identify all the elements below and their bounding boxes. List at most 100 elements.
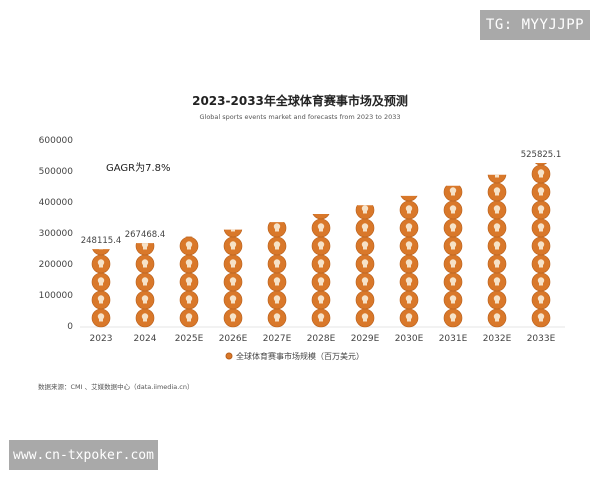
ball-icon-face bbox=[494, 174, 500, 176]
ball-icon-face bbox=[537, 259, 545, 266]
ball-icon-face bbox=[493, 277, 501, 284]
ball-icon-face bbox=[317, 259, 325, 266]
ball-icon bbox=[223, 229, 243, 238]
ball-icon-face bbox=[318, 205, 324, 211]
ball-icon-face bbox=[141, 313, 149, 320]
ball-icon-face bbox=[185, 313, 193, 320]
bar bbox=[91, 249, 111, 328]
bar bbox=[443, 165, 463, 328]
chart-title: 2023-2033年全球体育赛事市场及预测 bbox=[192, 94, 408, 108]
ball-icon-face bbox=[405, 277, 413, 284]
ball-icon-face bbox=[493, 259, 501, 266]
ball-icon-face bbox=[405, 205, 413, 212]
x-tick-label: 2023 bbox=[90, 334, 113, 344]
ball-icon bbox=[444, 165, 462, 183]
ball-icon-face bbox=[185, 259, 193, 266]
x-tick-label: 2029E bbox=[351, 334, 380, 344]
y-tick-label: 100000 bbox=[39, 291, 74, 301]
ball-icon bbox=[92, 249, 110, 256]
ball-icon bbox=[400, 195, 418, 202]
bar bbox=[355, 205, 375, 328]
ball-icon-face bbox=[361, 241, 369, 248]
x-tick-label: 2033E bbox=[527, 334, 556, 344]
y-tick-label: 300000 bbox=[39, 229, 74, 239]
ball-icon-face bbox=[493, 187, 501, 194]
ball-icon-face bbox=[185, 241, 193, 248]
ball-icon bbox=[487, 174, 507, 184]
bar bbox=[531, 162, 551, 328]
ball-icon-face bbox=[273, 277, 281, 284]
ball-icon-face bbox=[185, 277, 193, 284]
bar bbox=[179, 236, 199, 328]
ball-icon-face bbox=[229, 277, 237, 284]
ball-icon bbox=[534, 162, 548, 166]
ball-icon-face bbox=[449, 205, 457, 212]
ball-icon-face bbox=[361, 277, 369, 284]
x-tick-label: 2025E bbox=[175, 334, 204, 344]
ball-icon-face bbox=[317, 241, 325, 248]
ball-icon-face bbox=[317, 313, 325, 320]
bar bbox=[223, 229, 243, 328]
ball-icon-face bbox=[537, 187, 545, 194]
ball-icon-face bbox=[273, 223, 281, 230]
ball-icon-face bbox=[273, 295, 281, 302]
ball-icon-face bbox=[97, 277, 105, 284]
ball-icon-face bbox=[449, 313, 457, 320]
ball-icon-face bbox=[449, 223, 457, 230]
y-tick-label: 0 bbox=[67, 322, 73, 332]
ball-icon-face bbox=[493, 295, 501, 302]
bar bbox=[135, 243, 155, 328]
ball-icon-face bbox=[361, 295, 369, 302]
ball-icon-face bbox=[229, 259, 237, 266]
ball-icon-face bbox=[493, 241, 501, 248]
cagr-annotation: GAGR为7.8% bbox=[106, 162, 171, 174]
ball-icon-face bbox=[361, 313, 369, 320]
ball-icon-face bbox=[361, 223, 369, 230]
ball-icon-face bbox=[493, 205, 501, 212]
ball-icon-face bbox=[229, 313, 237, 320]
ball-icon-face bbox=[361, 205, 369, 212]
y-tick-label: 500000 bbox=[39, 167, 74, 177]
ball-icon-face bbox=[537, 277, 545, 284]
ball-icon-face bbox=[537, 241, 545, 248]
ball-icon-face bbox=[449, 187, 457, 194]
data-source: 数据来源：CMI 、艾媒数据中心（data.iimedia.cn） bbox=[38, 383, 194, 391]
ball-icon-face bbox=[273, 313, 281, 320]
ball-icon-face bbox=[97, 313, 105, 320]
bar bbox=[267, 222, 287, 328]
chart-subtitle: Global sports events market and forecast… bbox=[199, 113, 401, 121]
ball-icon-face bbox=[406, 187, 412, 193]
x-tick-label: 2031E bbox=[439, 334, 468, 344]
ball-icon-face bbox=[141, 259, 149, 266]
legend: 全球体育赛事市场规模（百万美元） bbox=[225, 351, 364, 361]
x-tick-label: 2032E bbox=[483, 334, 512, 344]
ball-icon-face bbox=[232, 229, 234, 230]
ball-icon-face bbox=[405, 223, 413, 230]
bar bbox=[311, 205, 331, 328]
ball-icon-face bbox=[141, 243, 149, 248]
ball-icon-face bbox=[273, 259, 281, 266]
ball-icon-face bbox=[317, 277, 325, 284]
ball-icon-face bbox=[537, 169, 545, 176]
ball-icon-face bbox=[141, 277, 149, 284]
ball-icon-face bbox=[229, 295, 237, 302]
y-tick-label: 400000 bbox=[39, 198, 74, 208]
ball-icon-face bbox=[449, 259, 457, 266]
ball-icon-face bbox=[493, 313, 501, 320]
ball-icon-face bbox=[97, 295, 105, 302]
watermark-bottom-left: www.cn-txpoker.com bbox=[9, 440, 158, 470]
data-label: 248115.4 bbox=[81, 236, 122, 246]
ball-icon-face bbox=[449, 277, 457, 284]
data-label: 267468.4 bbox=[125, 230, 166, 240]
ball-icon-face bbox=[185, 295, 193, 302]
ball-icon-face bbox=[361, 259, 369, 266]
ball-icon-face bbox=[493, 223, 501, 230]
bar bbox=[399, 187, 419, 328]
ball-icon-face bbox=[537, 205, 545, 212]
ball-icon-face bbox=[449, 241, 457, 248]
ball-icon-face bbox=[537, 223, 545, 230]
x-tick-label: 2030E bbox=[395, 334, 424, 344]
ball-icon-face bbox=[273, 241, 281, 248]
ball-icon-face bbox=[97, 259, 105, 266]
